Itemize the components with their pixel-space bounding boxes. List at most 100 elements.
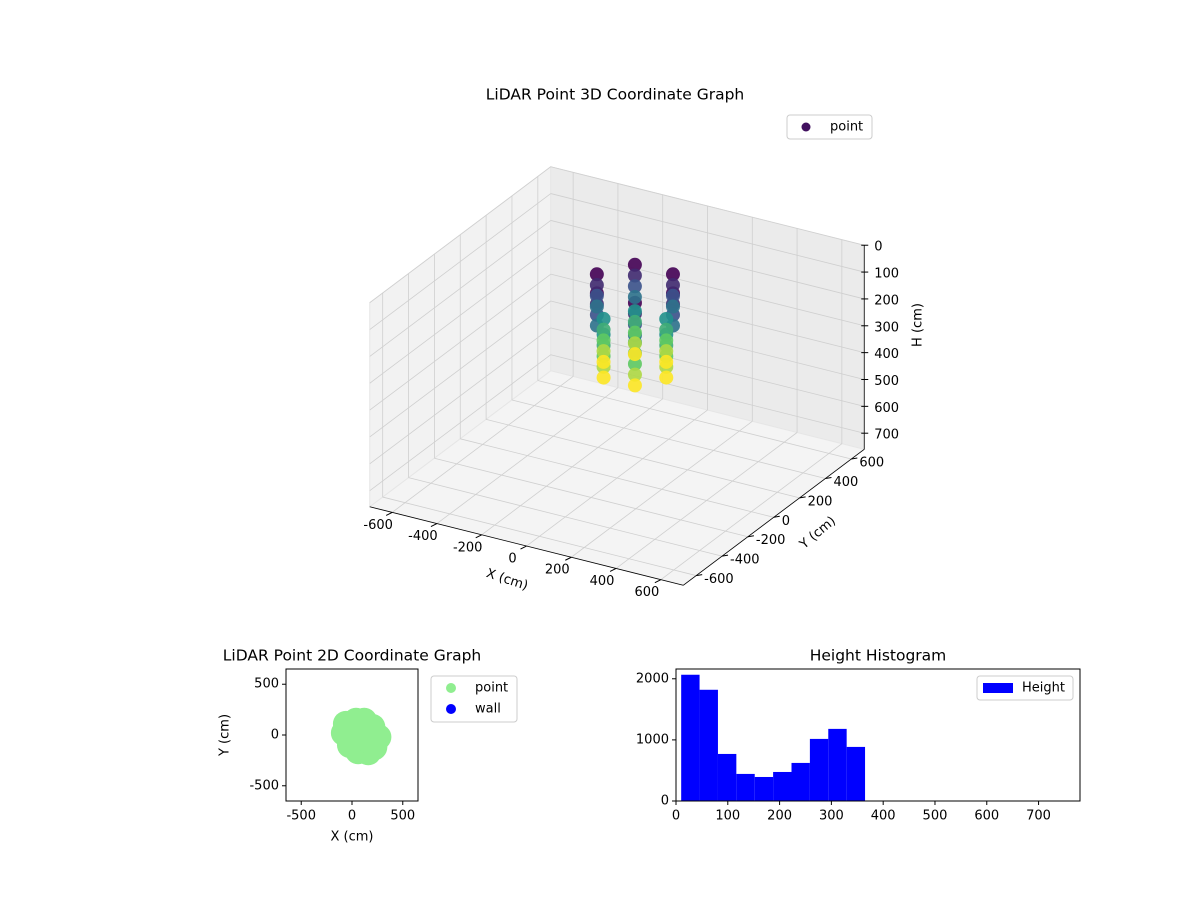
bar bbox=[791, 762, 810, 801]
x-tick-label: 0 bbox=[672, 809, 680, 824]
x-tick bbox=[654, 579, 662, 584]
point bbox=[665, 278, 680, 293]
bar bbox=[846, 746, 866, 801]
point bbox=[627, 257, 642, 272]
x-tick-label: -400 bbox=[408, 529, 438, 544]
x-tick bbox=[520, 545, 527, 550]
point bbox=[356, 728, 383, 755]
point bbox=[596, 370, 611, 385]
x-tick-label: 500 bbox=[923, 809, 948, 824]
chart-title: LiDAR Point 3D Coordinate Graph bbox=[486, 86, 744, 104]
bar bbox=[736, 773, 755, 801]
legend-label: point bbox=[475, 681, 508, 696]
x-tick-label: -500 bbox=[286, 809, 316, 824]
legend-label: Height bbox=[1022, 681, 1065, 696]
y-tick bbox=[696, 574, 703, 577]
y-tick bbox=[799, 496, 806, 499]
bar bbox=[809, 738, 829, 801]
y-tick-label: -200 bbox=[756, 533, 786, 548]
grid-line bbox=[369, 193, 551, 330]
grid-line bbox=[511, 399, 826, 479]
point bbox=[627, 279, 642, 294]
y-tick-label: 500 bbox=[254, 677, 279, 692]
x-tick bbox=[565, 556, 572, 561]
point bbox=[659, 354, 674, 369]
axis-line bbox=[369, 506, 684, 586]
point bbox=[627, 289, 642, 304]
x-tick-label: 500 bbox=[390, 809, 415, 824]
point bbox=[596, 311, 611, 326]
grid-line bbox=[369, 166, 551, 304]
point bbox=[596, 333, 611, 348]
y-tick-label: 2000 bbox=[636, 671, 669, 686]
point bbox=[589, 278, 604, 293]
grid-line bbox=[537, 380, 852, 460]
grid-line bbox=[550, 246, 865, 327]
y-tick-label: 400 bbox=[833, 475, 858, 490]
point bbox=[596, 354, 611, 369]
grid-line bbox=[369, 327, 551, 465]
x-tick-label: 200 bbox=[545, 563, 570, 578]
x-tick-label: 0 bbox=[508, 552, 516, 567]
y-tick-label: 600 bbox=[859, 456, 884, 471]
x-tick-label: 300 bbox=[819, 809, 844, 824]
y-tick-label: 0 bbox=[661, 794, 669, 809]
y-tick bbox=[747, 535, 754, 538]
point bbox=[596, 344, 611, 359]
y-tick bbox=[773, 515, 780, 518]
bar bbox=[828, 728, 847, 801]
grid-line bbox=[460, 438, 774, 518]
bar bbox=[754, 776, 774, 801]
z-tick-label: 100 bbox=[874, 267, 899, 282]
y-tick bbox=[721, 554, 729, 557]
grid-line bbox=[550, 193, 865, 273]
point bbox=[627, 347, 642, 362]
x-tick-label: 400 bbox=[590, 574, 615, 589]
z-tick-label: 700 bbox=[874, 428, 899, 443]
bar bbox=[717, 753, 737, 801]
point bbox=[665, 267, 680, 282]
y-tick-label: 0 bbox=[271, 728, 279, 743]
point bbox=[589, 267, 604, 282]
chart-title: Height Histogram bbox=[810, 647, 947, 665]
point bbox=[589, 299, 604, 314]
x-tick-label: 700 bbox=[1026, 809, 1051, 824]
grid-line bbox=[550, 166, 865, 246]
point bbox=[627, 304, 642, 319]
x-tick-label: 600 bbox=[634, 585, 659, 600]
z-tick-label: 300 bbox=[874, 320, 899, 335]
x-tick bbox=[475, 534, 482, 539]
grid-line bbox=[369, 300, 551, 438]
grid-line bbox=[369, 246, 551, 384]
point bbox=[659, 370, 674, 385]
y-axis-label: Y (cm) bbox=[218, 714, 233, 757]
z-tick-label: 0 bbox=[874, 240, 882, 255]
bar bbox=[699, 689, 718, 801]
legend-box bbox=[786, 114, 873, 140]
legend-marker bbox=[446, 683, 456, 693]
grid-line bbox=[369, 273, 551, 411]
x-tick-label: 200 bbox=[767, 809, 792, 824]
point bbox=[627, 356, 642, 371]
x-axis-label: X (cm) bbox=[331, 830, 374, 845]
grid-line bbox=[369, 354, 551, 491]
grid-line bbox=[550, 220, 865, 300]
legend-marker bbox=[801, 122, 811, 132]
point bbox=[659, 333, 674, 348]
z-tick-label: 400 bbox=[874, 347, 899, 362]
legend-marker bbox=[446, 704, 456, 714]
x-tick-label: -600 bbox=[363, 518, 393, 533]
point bbox=[627, 268, 642, 283]
x-tick bbox=[609, 568, 617, 572]
x-tick-label: 400 bbox=[871, 809, 896, 824]
z-tick-label: 600 bbox=[874, 401, 899, 416]
y-tick-label: 1000 bbox=[636, 732, 669, 747]
point bbox=[659, 322, 674, 337]
axis-line bbox=[683, 448, 865, 586]
point bbox=[627, 378, 642, 393]
point bbox=[596, 322, 611, 337]
grid-line bbox=[486, 418, 800, 499]
point bbox=[659, 344, 674, 359]
point bbox=[665, 288, 680, 303]
